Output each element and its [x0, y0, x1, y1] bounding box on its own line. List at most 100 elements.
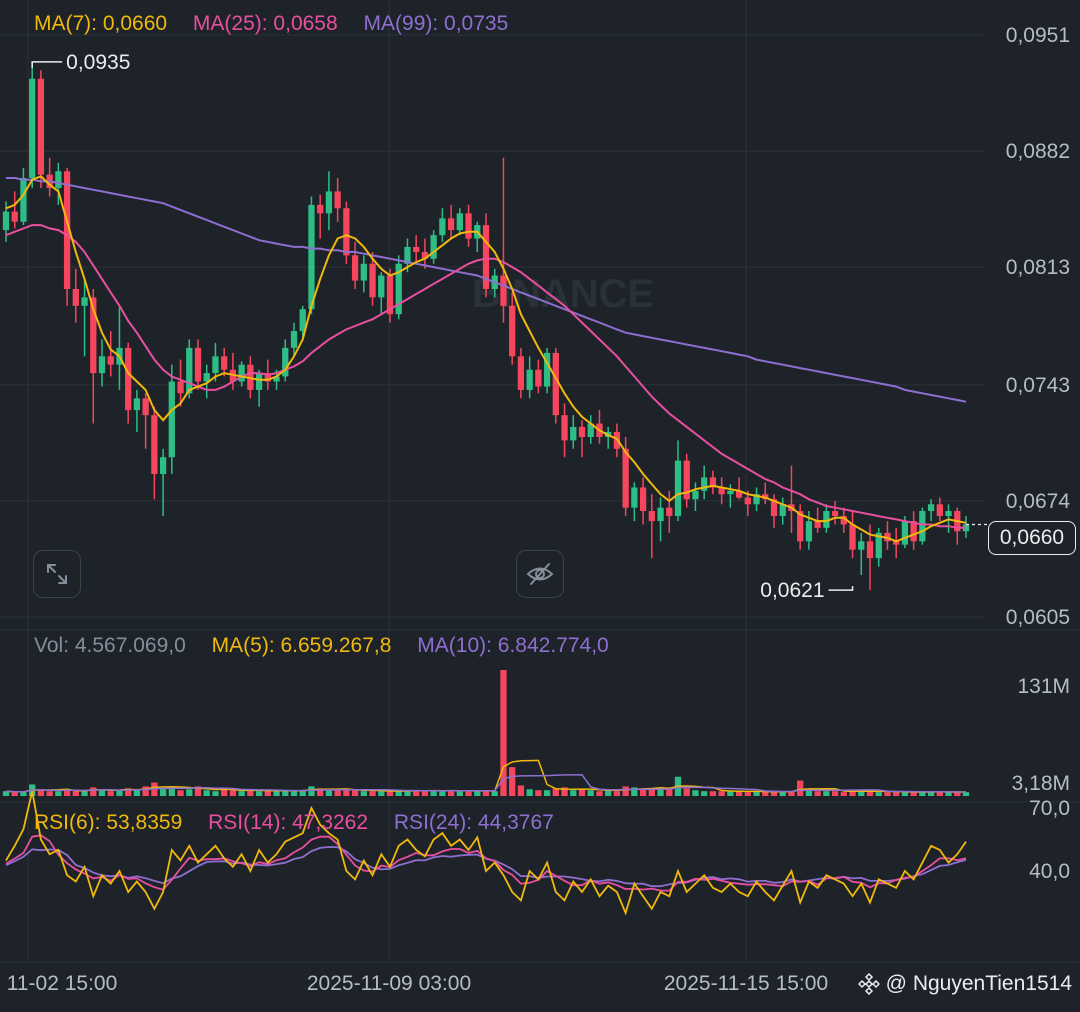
legend-ma25: MA(25): 0,0658 [192, 12, 338, 35]
time-axis-label: 2025-11-09 03:00 [307, 972, 471, 995]
candle-body [893, 541, 900, 545]
legend-ma7: MA(7): 0,0660 [34, 12, 168, 35]
volume-bar [465, 791, 472, 796]
candle-body [133, 398, 141, 411]
rsi14-line [5, 834, 967, 892]
volume-bar [936, 791, 943, 796]
volume-bar [474, 791, 481, 796]
volume-bar [273, 791, 280, 796]
candle-body [840, 516, 847, 525]
candle-body [779, 504, 786, 517]
volume-bar [20, 792, 27, 796]
candle-body [159, 457, 167, 475]
volume-bar [797, 780, 804, 796]
volume-bar [168, 787, 175, 796]
volume-bar [395, 790, 402, 796]
volume-bar [831, 791, 839, 796]
volume-bar [430, 790, 437, 796]
candle-body [648, 511, 655, 522]
volume-axis-label: 3,18M [1012, 772, 1070, 795]
volume-bar [762, 792, 769, 796]
volume-ma5-line [5, 759, 966, 793]
candle-body [770, 499, 778, 517]
volume-bar [552, 788, 559, 796]
volume-bar [858, 790, 865, 796]
candle-body [552, 352, 559, 416]
legend-rsi24: RSI(24): 44,3767 [393, 811, 554, 834]
volume-bar [308, 786, 315, 796]
volume-bar [613, 791, 621, 796]
candle-body [238, 364, 245, 382]
legend-vol-ma10: MA(10): 6.842.774,0 [417, 634, 609, 657]
volume-bar [692, 790, 699, 796]
candle-body [657, 507, 664, 522]
candle-body [273, 376, 280, 382]
volume-bar [509, 767, 516, 796]
volume-bar [282, 790, 289, 796]
hide-indicators-button[interactable] [516, 550, 564, 598]
candle-body [81, 297, 88, 306]
volume-bar [229, 790, 237, 796]
candlesticks [2, 61, 970, 591]
candle-body [797, 511, 804, 542]
candle-body [395, 263, 402, 315]
legend-volume: Vol: 4.567.069,0 [34, 634, 186, 657]
volume-bar [177, 790, 184, 796]
candle-body [718, 487, 725, 495]
candle-body [927, 504, 935, 512]
volume-bar [378, 791, 385, 796]
candle-body [378, 275, 385, 298]
candle-body [919, 511, 926, 542]
volume-ma10-line [5, 773, 966, 793]
candle-body [11, 211, 18, 222]
volume-bar [962, 792, 970, 796]
candle-body [125, 347, 132, 411]
candle-body [221, 356, 228, 370]
candle-body [823, 511, 830, 528]
volume-bar [159, 788, 167, 796]
ma25-line [5, 224, 966, 529]
price-axis-label: 0,0951 [1006, 24, 1070, 47]
candle-body [639, 487, 647, 512]
candle-body [430, 235, 437, 259]
candle-body [587, 423, 594, 438]
volume-bar [116, 790, 123, 796]
volume-bar [72, 791, 79, 796]
volume-bar [317, 788, 324, 796]
volume-bar [596, 791, 603, 796]
candle-body [360, 263, 367, 281]
volume-bar [247, 790, 254, 796]
volume-bar [290, 791, 298, 796]
candle-body [421, 251, 429, 259]
candle-body [343, 208, 350, 256]
candle-body [692, 490, 699, 500]
candle-body [814, 521, 821, 528]
candle-body [570, 426, 577, 441]
volume-bar [343, 789, 350, 796]
high-marker-line [31, 61, 63, 68]
volume-bar [657, 787, 664, 796]
volume-bar [561, 787, 568, 796]
volume-bar [63, 789, 71, 796]
ma7-line [5, 175, 967, 543]
candle-body [858, 541, 865, 550]
volume-bar [718, 791, 725, 796]
candle-body [255, 373, 263, 390]
price-axis-label: 0,0882 [1006, 140, 1070, 163]
volume-bar [447, 790, 455, 796]
candle-body [264, 373, 271, 382]
legend-ma99: MA(99): 0,0735 [363, 12, 509, 35]
volume-bar [264, 790, 271, 796]
axis-labels: 0,0951 0,0882 0,0813 0,0743 0,0674 0,0605 11-0… [7, 24, 1071, 995]
candle-body [535, 369, 542, 387]
volume-bar [910, 792, 917, 796]
volume-bar [779, 792, 786, 796]
volume-bar [788, 791, 795, 796]
volume-bar [194, 786, 202, 796]
volume-bar [125, 788, 132, 796]
volume-bar [133, 789, 141, 796]
fullscreen-button[interactable] [33, 550, 81, 598]
volume-bar [325, 790, 333, 796]
candle-body [674, 460, 682, 517]
